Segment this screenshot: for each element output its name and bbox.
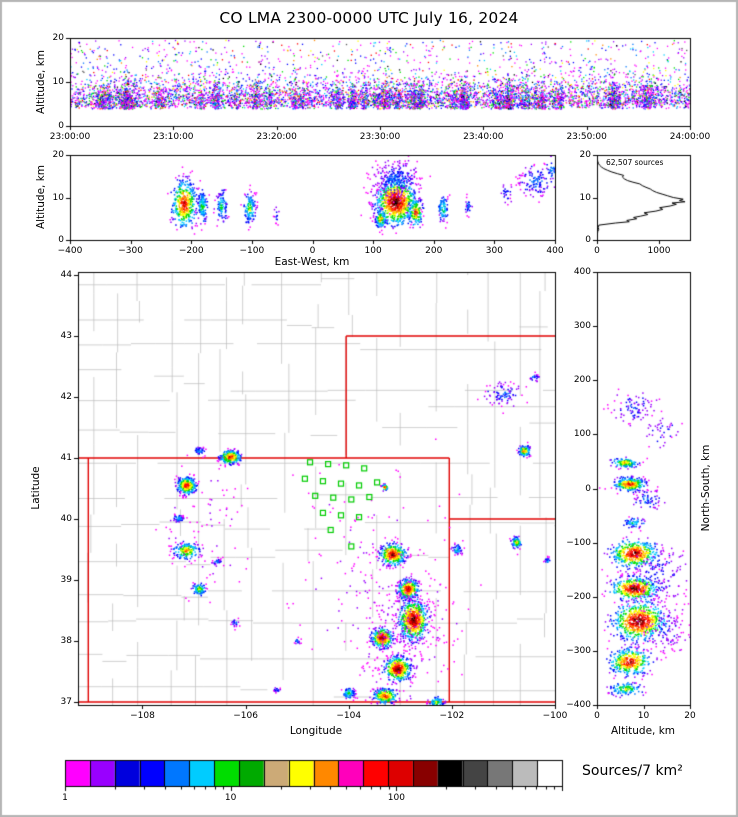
map-ylabel: Latitude bbox=[30, 466, 42, 510]
tick-label: 24:00:00 bbox=[669, 132, 711, 142]
tick-label: −400 bbox=[57, 246, 83, 256]
tick-label: 300 bbox=[485, 246, 503, 256]
tick-label: 37 bbox=[60, 696, 72, 707]
tick-label: −104 bbox=[336, 711, 362, 721]
tick-label: 0 bbox=[58, 121, 64, 131]
tick-label: 41 bbox=[60, 453, 72, 463]
tick-label: 300 bbox=[573, 321, 591, 332]
tick-label: 0 bbox=[585, 483, 591, 494]
tick-label: −100 bbox=[542, 711, 568, 721]
tick-label: 0 bbox=[309, 246, 316, 256]
histogram-annotation: 62,507 sources bbox=[606, 158, 664, 167]
tick-label: 44 bbox=[60, 270, 72, 281]
tick-label: 23:50:00 bbox=[566, 132, 607, 142]
tick-label: −100 bbox=[239, 246, 265, 256]
tick-label: 38 bbox=[60, 635, 72, 646]
map-xlabel: Longitude bbox=[289, 725, 343, 737]
tick-label: 20 bbox=[52, 150, 64, 160]
tick-label: −400 bbox=[566, 700, 591, 710]
tick-label: −108 bbox=[130, 711, 155, 721]
tick-label: 200 bbox=[573, 375, 591, 386]
tick-label: 1 bbox=[62, 793, 68, 803]
tick-label: 23:10:00 bbox=[153, 132, 194, 142]
time-height-ylabel: Altitude, km bbox=[35, 49, 47, 115]
tick-label: 20 bbox=[52, 33, 64, 43]
tick-label: 43 bbox=[60, 331, 72, 342]
tick-label: −100 bbox=[566, 537, 591, 548]
tick-label: 0 bbox=[594, 711, 600, 721]
colorbar-label: Sources/7 km² bbox=[582, 763, 683, 779]
tick-label: 100 bbox=[387, 793, 405, 803]
tick-label: 0 bbox=[58, 235, 64, 245]
tick-label: 23:00:00 bbox=[49, 132, 91, 142]
tick-label: 20 bbox=[684, 711, 696, 721]
ns-height-ylabel: North-South, km bbox=[700, 444, 712, 532]
tick-label: 23:20:00 bbox=[256, 132, 297, 142]
tick-label: 200 bbox=[425, 246, 443, 256]
tick-label: −300 bbox=[118, 246, 143, 256]
tick-label: 40 bbox=[60, 513, 72, 524]
tick-label: 23:40:00 bbox=[463, 132, 504, 142]
ew-height-xlabel: East-West, km bbox=[274, 256, 350, 268]
tick-label: −200 bbox=[566, 591, 591, 602]
tick-label: 0 bbox=[594, 246, 600, 256]
tick-label: −300 bbox=[566, 645, 591, 656]
tick-label: 100 bbox=[364, 246, 382, 256]
tick-label: −106 bbox=[233, 711, 258, 721]
tick-label: 100 bbox=[573, 429, 591, 440]
tick-label: 10 bbox=[637, 711, 650, 721]
tick-label: 10 bbox=[224, 793, 237, 803]
tick-label: 39 bbox=[60, 574, 72, 585]
tick-label: 400 bbox=[573, 267, 591, 277]
tick-label: 23:30:00 bbox=[359, 132, 401, 142]
ns-height-xlabel: Altitude, km bbox=[610, 725, 676, 737]
tick-label: 10 bbox=[52, 77, 64, 87]
tick-label: −102 bbox=[439, 711, 465, 721]
tick-label: 20 bbox=[579, 150, 591, 160]
tick-label: 400 bbox=[546, 246, 564, 256]
tick-label: 42 bbox=[60, 392, 72, 403]
tick-label: −200 bbox=[178, 246, 204, 256]
tick-label: 0 bbox=[585, 235, 591, 245]
figure-title: CO LMA 2300-0000 UTC July 16, 2024 bbox=[219, 9, 519, 27]
tick-label: 10 bbox=[579, 192, 591, 203]
tick-label: 1000 bbox=[647, 246, 671, 256]
tick-label: 10 bbox=[52, 192, 64, 203]
ew-height-ylabel: Altitude, km bbox=[35, 164, 47, 230]
